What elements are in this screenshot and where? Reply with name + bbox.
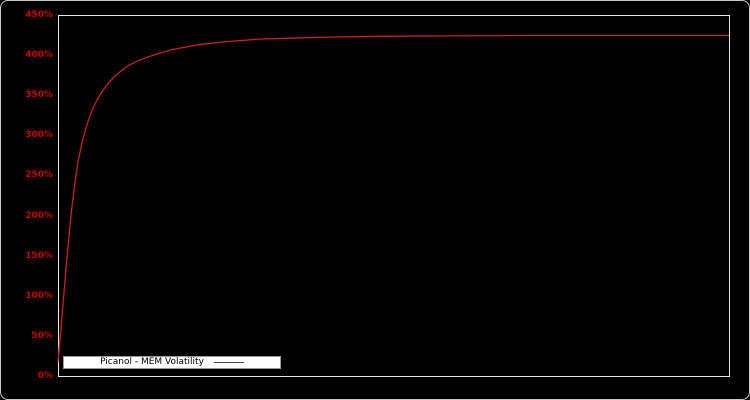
legend-line-sample (213, 362, 244, 363)
y-axis-tick-label: 50% (31, 330, 53, 341)
legend: Picanol - MEM Volatility (63, 356, 281, 369)
y-axis-tick-label: 300% (25, 130, 53, 141)
plot-frame (58, 15, 730, 377)
y-axis-tick-label: 0% (37, 371, 53, 381)
legend-label: Picanol - MEM Volatility (100, 357, 204, 367)
y-axis-tick-label: 350% (25, 90, 53, 101)
y-axis-tick-label: 100% (25, 290, 53, 301)
y-axis-tick-label: 250% (25, 170, 53, 181)
series-line (57, 34, 729, 362)
y-axis-tick-label: 200% (25, 210, 53, 221)
y-axis-tick-label: 150% (25, 250, 53, 261)
y-axis-tick-label: 450% (25, 10, 53, 20)
y-axis-tick-label: 400% (25, 50, 53, 61)
